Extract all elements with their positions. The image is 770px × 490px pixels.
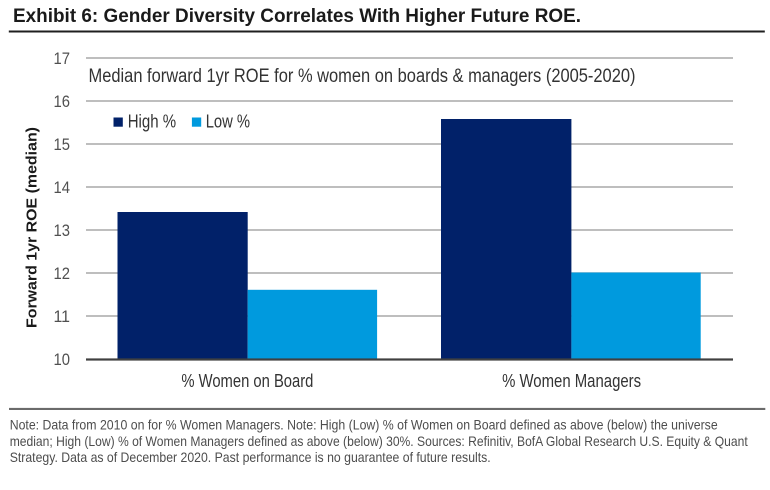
svg-text:High %: High % [128,111,176,131]
svg-text:12: 12 [54,264,71,283]
svg-text:14: 14 [54,178,71,197]
svg-text:Strategy. Data as of December: Strategy. Data as of December 2020. Past… [10,449,491,465]
svg-text:10: 10 [54,350,71,369]
svg-text:% Women on Board: % Women on Board [181,371,313,391]
svg-text:13: 13 [54,221,71,240]
svg-text:16: 16 [54,92,71,111]
svg-text:% Women Managers: % Women Managers [502,371,641,391]
svg-text:Note: Data from 2010 on for %: Note: Data from 2010 on for % Women Mana… [10,417,718,433]
svg-text:15: 15 [54,135,71,154]
svg-text:Forward 1yr ROE (median): Forward 1yr ROE (median) [24,127,41,328]
svg-text:Median forward 1yr ROE for % w: Median forward 1yr ROE for % women on bo… [89,66,636,87]
svg-text:17: 17 [54,49,71,68]
svg-text:Low %: Low % [206,111,250,131]
svg-text:median; High (Low) % of Women: median; High (Low) % of Women Managers d… [10,433,748,449]
svg-text:Exhibit 6: Gender Diversity Co: Exhibit 6: Gender Diversity Correlates W… [13,6,581,27]
svg-text:11: 11 [54,307,71,326]
